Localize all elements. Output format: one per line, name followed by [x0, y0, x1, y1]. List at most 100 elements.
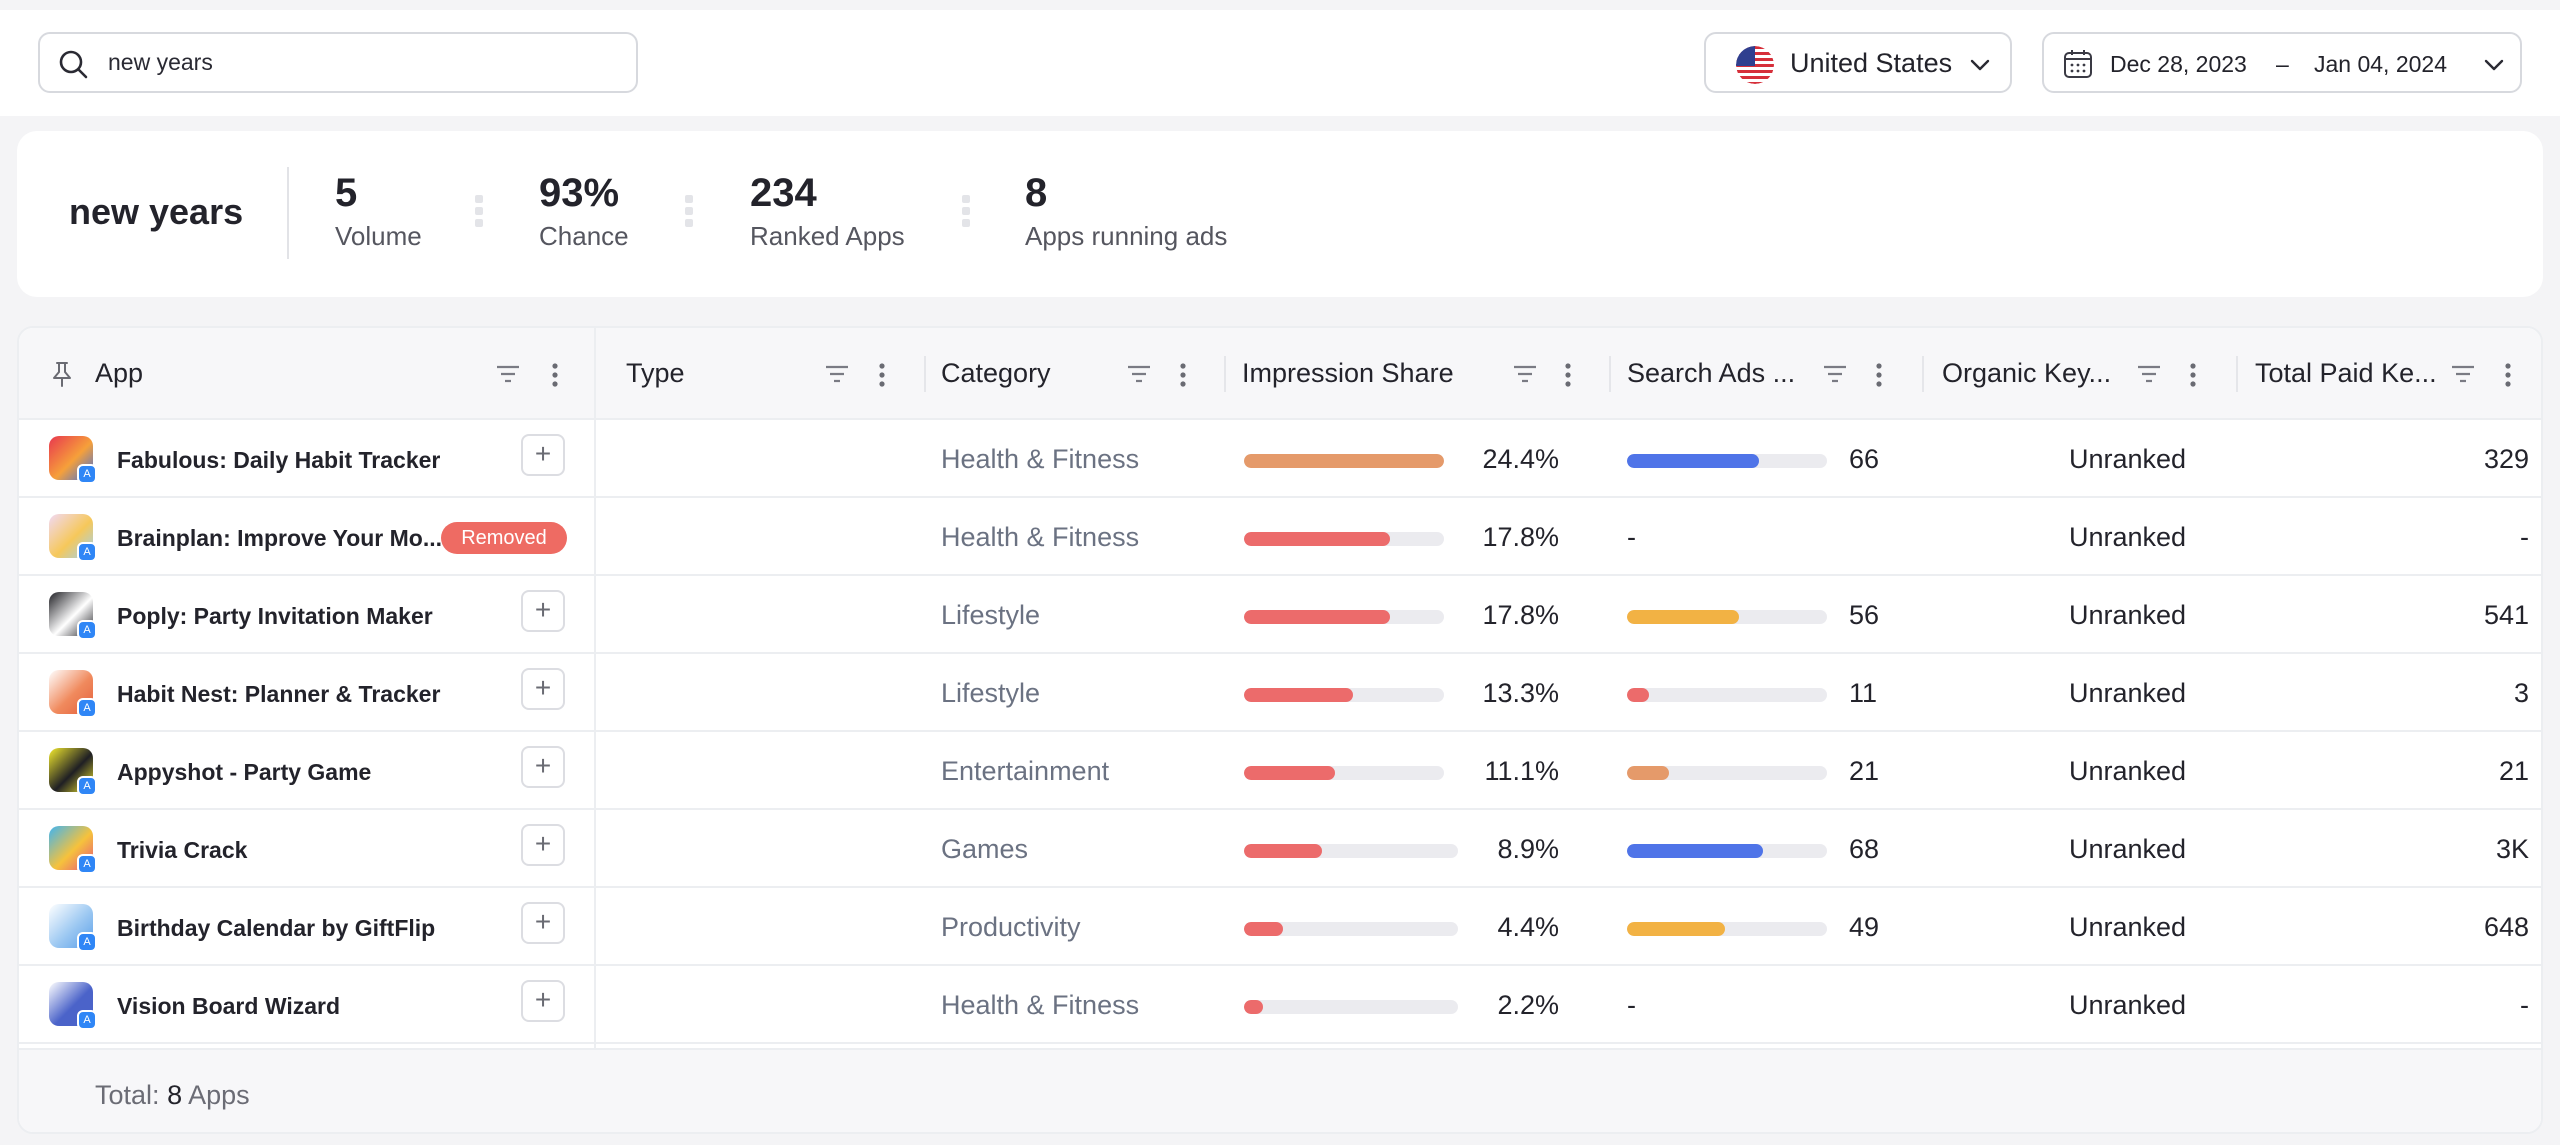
filter-icon[interactable] [1512, 362, 1538, 386]
impression-share-fill [1244, 922, 1283, 936]
search-input[interactable]: new years [38, 32, 638, 93]
organic-keyword-rank: Unranked [2069, 600, 2187, 630]
app-name[interactable]: Poply: Party Invitation Maker [117, 603, 433, 629]
search-ads-bar [1627, 922, 1827, 936]
table-row[interactable]: A Poply: Party Invitation Maker + Lifestyle… [19, 576, 2541, 654]
add-app-button[interactable]: + [521, 590, 565, 632]
table-row[interactable]: A Fabulous: Daily Habit Tracker + Health & … [19, 420, 2541, 498]
country-selector[interactable]: United States [1704, 32, 2012, 93]
app-name[interactable]: Habit Nest: Planner & Tracker [117, 681, 441, 707]
add-app-button[interactable]: + [521, 824, 565, 866]
category-value: Lifestyle [941, 600, 1041, 630]
column-title: Category [941, 358, 1051, 388]
search-ads-bar [1627, 844, 1827, 858]
organic-keyword-rank: Unranked [2069, 444, 2187, 474]
search-value[interactable]: new years [108, 49, 213, 75]
total-count: 8 [167, 1080, 183, 1110]
table-row[interactable]: A Appyshot - Party Game + Entertainment 11.1… [19, 732, 2541, 810]
impression-share-bar [1244, 610, 1444, 624]
app-name[interactable]: Trivia Crack [117, 837, 248, 863]
more-vertical-icon[interactable] [551, 362, 559, 388]
organic-keyword-rank: Unranked [2069, 912, 2187, 942]
search-ads-value: 66 [1849, 444, 1880, 474]
impression-share-fill [1244, 688, 1354, 702]
app-store-icon: A [77, 932, 97, 952]
table-row[interactable]: A Vision Board Wizard + Health & Fitness 2.2… [19, 966, 2541, 1044]
add-app-button[interactable]: + [521, 434, 565, 476]
column-search-ads[interactable]: Search Ads ... [1611, 328, 1924, 420]
table-row[interactable]: A Trivia Crack + Games 8.9% 68 Unranked 3K [19, 810, 2541, 888]
impression-share-value: 13.3% [1482, 678, 1559, 708]
filter-icon[interactable] [1822, 362, 1848, 386]
category-value: Entertainment [941, 756, 1110, 786]
search-ads-bar [1627, 766, 1827, 780]
more-vertical-icon[interactable] [2504, 362, 2512, 388]
chevron-down-icon [1970, 59, 1990, 71]
end-date[interactable]: Jan 04, 2024 [2314, 51, 2448, 77]
date-range-picker[interactable]: Dec 28, 2023 – Jan 04, 2024 [2042, 32, 2522, 93]
impression-share-fill [1244, 532, 1390, 546]
divider [287, 167, 289, 259]
table-row[interactable]: A Brainplan: Improve Your Mo... Removed Hea… [19, 498, 2541, 576]
app-name[interactable]: Fabulous: Daily Habit Tracker [117, 447, 441, 473]
table-header: App Type Category Impression Share Searc… [19, 328, 2541, 420]
filter-icon[interactable] [824, 362, 850, 386]
stat-label: Chance [539, 221, 629, 251]
app-name[interactable]: Brainplan: Improve Your Mo... [117, 525, 443, 551]
app-store-icon: A [77, 464, 97, 484]
column-total-paid-keywords[interactable]: Total Paid Ke... [2238, 328, 2541, 420]
pin-icon[interactable] [49, 360, 75, 388]
app-name[interactable]: Appyshot - Party Game [117, 759, 372, 785]
impression-share-value: 24.4% [1482, 444, 1559, 474]
column-impression-share[interactable]: Impression Share [1226, 328, 1611, 420]
total-paid-keywords: - [2520, 522, 2529, 552]
add-app-button[interactable]: + [521, 902, 565, 944]
filter-icon[interactable] [495, 362, 521, 386]
more-vertical-icon[interactable] [1179, 362, 1187, 388]
drag-handle-icon [685, 195, 693, 235]
more-vertical-icon[interactable] [878, 362, 886, 388]
add-app-button[interactable]: + [521, 746, 565, 788]
app-name[interactable]: Vision Board Wizard [117, 993, 341, 1019]
impression-share-fill [1244, 766, 1336, 780]
search-ads-fill [1627, 610, 1739, 624]
table-footer: Total: 8 Apps [19, 1048, 2541, 1132]
table-row[interactable]: A Birthday Calendar by GiftFlip + Productiv… [19, 888, 2541, 966]
total-paid-keywords: 329 [2483, 444, 2529, 474]
more-vertical-icon[interactable] [1875, 362, 1883, 388]
drag-handle-icon [962, 195, 970, 235]
more-vertical-icon[interactable] [1564, 362, 1572, 388]
start-date[interactable]: Dec 28, 2023 [2110, 51, 2247, 77]
app-name[interactable]: Birthday Calendar by GiftFlip [117, 915, 436, 941]
impression-share-bar [1244, 688, 1444, 702]
search-ads-fill [1627, 454, 1759, 468]
filter-icon[interactable] [1126, 362, 1152, 386]
add-app-button[interactable]: + [521, 980, 565, 1022]
app-store-icon: A [77, 698, 97, 718]
stat-apps-running-ads: 8 Apps running ads [1025, 171, 1227, 252]
add-app-button[interactable]: + [521, 668, 565, 710]
stat-value: 93% [539, 171, 620, 215]
search-ads-value: - [1627, 522, 1636, 552]
search-ads-bar [1627, 610, 1827, 624]
column-category[interactable]: Category [926, 328, 1226, 420]
filter-icon[interactable] [2136, 362, 2162, 386]
app-store-icon: A [77, 620, 97, 640]
column-app[interactable]: App [19, 328, 596, 420]
search-ads-bar [1627, 454, 1827, 468]
filter-icon[interactable] [2450, 362, 2476, 386]
search-ads-value: - [1627, 990, 1636, 1020]
table-row[interactable]: A Habit Nest: Planner & Tracker + Lifestyle… [19, 654, 2541, 732]
stat-chance: 93% Chance [539, 171, 629, 252]
search-icon [59, 50, 88, 79]
calendar-icon [2064, 50, 2092, 78]
column-organic-keywords[interactable]: Organic Key... [1924, 328, 2238, 420]
category-value: Games [941, 834, 1029, 864]
app-store-icon: A [77, 1010, 97, 1030]
country-label: United States [1790, 48, 1953, 78]
more-vertical-icon[interactable] [2189, 362, 2197, 388]
total-suffix: Apps [188, 1080, 250, 1110]
column-title: Type [626, 358, 685, 388]
organic-keyword-rank: Unranked [2069, 678, 2187, 708]
column-type[interactable]: Type [596, 328, 926, 420]
